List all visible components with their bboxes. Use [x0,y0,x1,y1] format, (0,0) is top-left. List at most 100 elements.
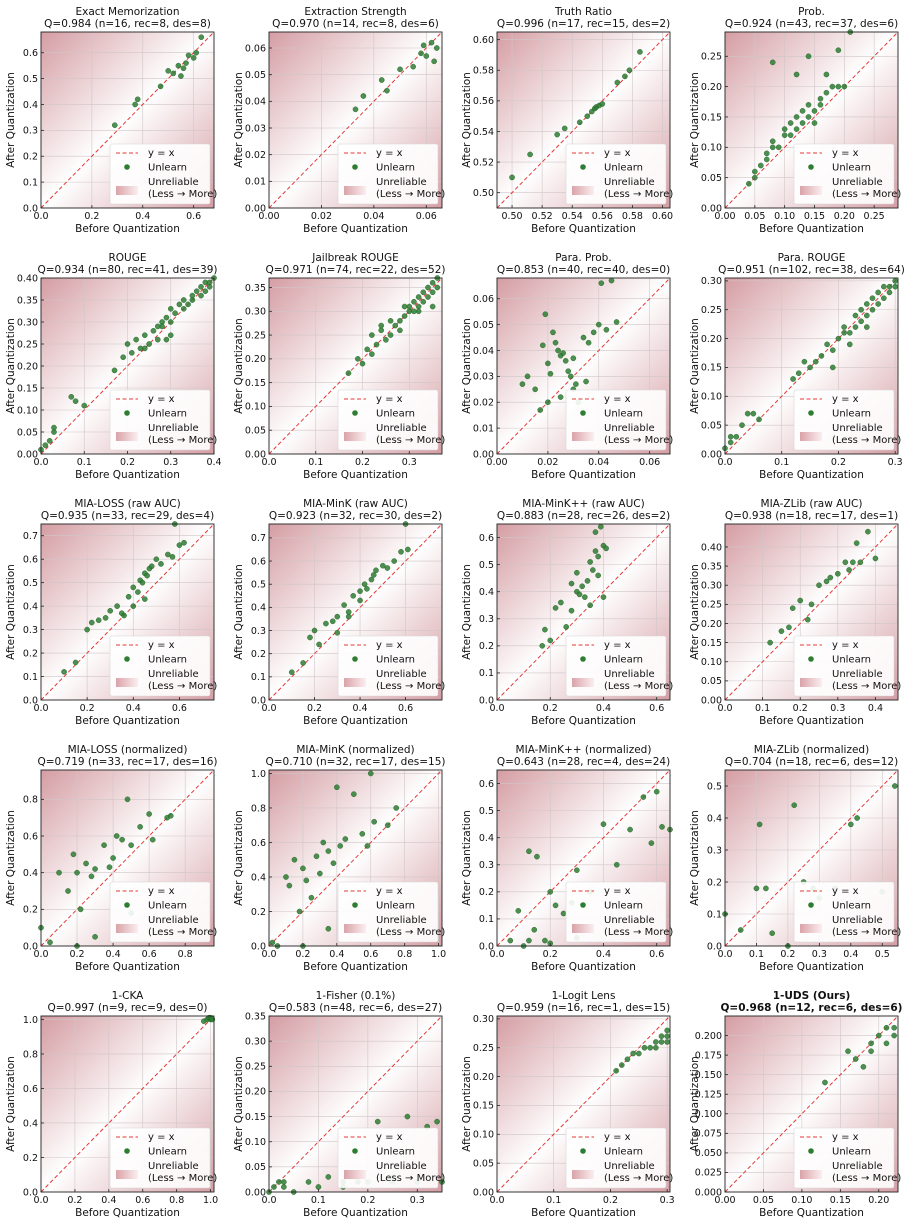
x-tick-label: 0.2 [120,457,135,468]
data-point [613,319,620,325]
data-point [746,180,752,187]
data-point [307,634,313,641]
data-point [881,295,887,301]
data-point [185,52,192,59]
data-point [872,555,879,562]
data-point [756,821,763,828]
legend-unreliable-swatch [800,678,822,687]
legend-unreliable-swatch [800,1170,822,1179]
y-axis-label: After Quantization [5,72,17,168]
legend: y = x Unlearn Unreliable(Less → More) [109,881,217,943]
x-tick-label: 0.3 [830,703,845,714]
legend-unreliable-swatch [344,678,366,687]
legend-unreliable-label: Unreliable [832,669,883,680]
legend-unreliable-swatch [344,924,366,933]
legend: y = x Unlearn Unreliable(Less → More) [793,1127,901,1189]
subplot-subtitle: Q=0.643 (n=28, rec=4, des=24) [497,756,670,768]
data-point [172,310,178,317]
data-point [308,894,315,901]
y-tick-label: 0.00 [245,1187,266,1198]
x-tick-label: 0.56 [592,211,613,222]
data-point [370,572,377,578]
x-tick-label: 0.04 [588,457,609,468]
y-tick-label: 0.52 [473,157,494,168]
legend-unlearn-label: Unlearn [832,1147,871,1158]
legend-unreliable-swatch [800,924,822,933]
data-point [163,336,170,343]
data-point [808,601,815,608]
y-tick-label: 0.3 [23,126,38,137]
subplot-subtitle: Q=0.853 (n=40, rec=40, des=0) [497,264,670,276]
y-tick-label: 0.150 [695,1070,722,1081]
y-tick-label: 0.075 [695,1129,722,1140]
data-point [83,860,89,867]
legend: y = x Unlearn Unreliable(Less → More) [793,389,901,451]
y-tick-label: 0.15 [245,378,266,389]
y-tick-label: 0.200 [695,1031,722,1042]
x-tick-label: 0.4 [135,211,150,222]
data-point [846,567,852,573]
y-tick-label: 0.02 [473,398,494,409]
subplot-9: 0.0 0.2 0.4 0.6 0.0 0.1 0.2 0.3 0.4 0.5 0.6 0.7 MIA-… [5,498,217,727]
y-tick-label: 0.0 [23,1187,38,1198]
data-point [373,567,379,574]
data-point [868,1040,874,1047]
x-tick-label: 0.2 [360,1195,375,1206]
y-axis-label: After Quantization [5,810,17,906]
data-point [380,562,386,569]
data-point [180,297,187,303]
y-tick-label: 0.30 [701,581,722,592]
y-tick-label: 0.6 [479,533,494,544]
data-point [599,101,606,107]
data-point [587,559,593,565]
y-tick-label: 0.000 [695,1187,722,1198]
y-tick-label: 0.30 [245,307,266,318]
y-tick-label: 1.0 [23,1015,38,1026]
y-tick-label: 0.35 [245,1011,266,1022]
data-point [552,605,559,611]
x-tick-label: 0.6 [649,703,664,714]
x-tick-label: 0.2 [307,703,322,714]
data-point [88,873,95,880]
x-tick-label: 0.8 [397,949,412,960]
data-point [816,582,822,589]
data-point [781,132,788,138]
y-tick-label: 1.0 [251,769,266,780]
data-point [378,77,385,83]
legend: y = x Unlearn Unreliable(Less → More) [109,635,217,697]
data-point [613,1068,619,1074]
y-tick-label: 0.35 [17,295,38,306]
data-point [378,327,385,334]
data-point [603,326,610,333]
subplot-title: MIA-LOSS (normalized) [68,744,188,756]
y-tick-label: 0.15 [701,112,722,123]
identity-line [724,1015,899,1193]
data-point [805,114,812,120]
y-tick-label: 0.25 [701,52,722,63]
subplot-title: Para. ROUGE [778,252,846,264]
data-point [595,572,601,579]
data-point [733,433,740,440]
y-axis-label: After Quantization [5,564,17,660]
legend-unreliable-range: (Less → More) [148,927,217,938]
data-point [425,294,431,300]
legend-unlearn-swatch [808,902,814,908]
data-point [364,586,370,592]
data-point [72,398,79,405]
legend-unlearn-label: Unlearn [376,901,415,912]
y-axis-label: After Quantization [233,318,245,414]
data-point [129,349,135,356]
data-point [763,150,770,157]
data-point [542,937,548,944]
data-point [587,602,593,609]
data-point [752,174,758,181]
legend-unreliable-label: Unreliable [148,423,199,434]
data-point [84,626,90,633]
data-point [269,939,276,946]
x-tick-label: 0.2 [793,703,808,714]
legend-identity-label: y = x [148,148,175,159]
y-tick-label: 0.05 [701,420,722,431]
data-point [404,1113,411,1120]
y-tick-label: 0.3 [23,625,38,636]
data-point [539,342,546,349]
